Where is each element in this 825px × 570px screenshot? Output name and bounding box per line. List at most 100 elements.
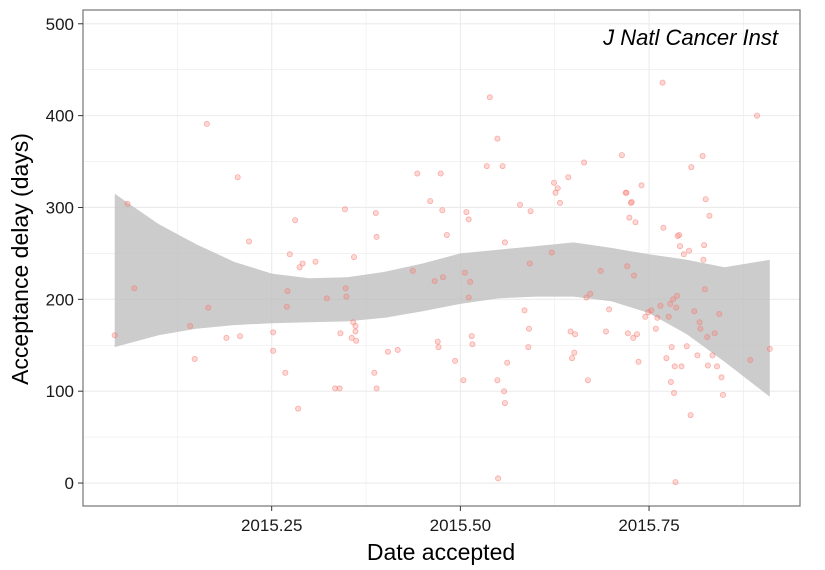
data-point (483, 163, 490, 170)
data-point (624, 263, 631, 270)
data-point (671, 363, 678, 370)
data-point (677, 243, 684, 250)
data-point (680, 251, 687, 258)
data-point (704, 333, 711, 340)
data-point (603, 328, 610, 335)
y-axis-title: Acceptance delay (days) (7, 133, 33, 385)
data-point (667, 378, 674, 385)
data-point (642, 313, 649, 320)
data-point (648, 307, 655, 314)
data-point (286, 251, 293, 258)
data-point (352, 328, 359, 335)
data-point (461, 269, 468, 276)
data-point (373, 233, 380, 240)
x-axis: 2015.25 2015.50 2015.75 (241, 506, 680, 535)
data-point (124, 200, 131, 207)
data-point (270, 329, 277, 336)
data-point (663, 355, 670, 362)
data-point (635, 358, 642, 365)
y-axis: 0 100 200 300 400 500 (46, 15, 83, 493)
data-point (352, 322, 359, 329)
data-point (131, 285, 138, 292)
data-point (205, 304, 212, 311)
data-point (427, 198, 434, 205)
data-point (766, 345, 773, 352)
data-point (187, 322, 194, 329)
data-point (696, 319, 703, 326)
data-point (270, 347, 277, 354)
data-point (527, 208, 534, 215)
data-point (720, 391, 727, 398)
data-point (414, 170, 421, 177)
data-point (283, 303, 290, 310)
x-axis-title: Date accepted (367, 539, 515, 565)
panel-border (82, 9, 801, 507)
data-point (409, 267, 416, 274)
data-point (234, 174, 241, 181)
data-point (223, 334, 230, 341)
data-point (676, 231, 683, 238)
y-tick-label: 500 (46, 15, 74, 34)
data-point (465, 294, 472, 301)
data-point (312, 258, 319, 265)
data-point (203, 120, 210, 127)
data-point (439, 274, 446, 281)
data-point (654, 314, 661, 321)
data-point (581, 159, 588, 166)
data-point (584, 377, 591, 384)
data-point (652, 325, 659, 332)
data-point (551, 179, 558, 186)
data-point (465, 216, 472, 223)
data-point (571, 349, 578, 356)
data-point (683, 343, 690, 350)
data-point (702, 196, 709, 203)
journal-annotation: J Natl Cancer Inst (602, 25, 779, 50)
data-point (667, 300, 674, 307)
data-point (111, 332, 118, 339)
data-point (747, 356, 754, 363)
data-point (332, 385, 339, 392)
data-point (645, 309, 652, 316)
confidence-ribbon (114, 193, 770, 397)
x-tick-label: 2015.75 (618, 516, 679, 535)
data-point (618, 152, 625, 159)
y-tick-label: 100 (46, 382, 74, 401)
data-point (467, 278, 474, 285)
data-point (245, 238, 252, 245)
data-point (463, 209, 470, 216)
data-point (572, 331, 579, 338)
data-point (554, 185, 561, 192)
data-point (671, 389, 678, 396)
data-point (754, 112, 761, 119)
data-point (504, 359, 511, 366)
data-point (517, 201, 524, 208)
data-point (343, 293, 350, 300)
data-point (336, 385, 343, 392)
data-point (706, 212, 713, 219)
data-point (350, 254, 357, 261)
data-point (371, 369, 378, 376)
data-point (688, 164, 695, 171)
data-point (694, 352, 701, 359)
data-point (691, 308, 698, 315)
y-tick-label: 300 (46, 198, 74, 217)
data-point (341, 206, 348, 213)
data-point (452, 357, 459, 364)
data-point (631, 272, 638, 279)
data-point (634, 331, 641, 338)
y-tick-label: 400 (46, 107, 74, 126)
data-point (626, 214, 633, 221)
data-point (665, 313, 672, 320)
data-point (632, 219, 639, 226)
data-point (660, 224, 667, 231)
data-point (628, 198, 635, 205)
data-point (469, 341, 476, 348)
data-point (282, 369, 289, 376)
data-point (711, 330, 718, 337)
data-point (583, 294, 590, 301)
data-point (597, 267, 604, 274)
data-point (191, 355, 198, 362)
data-point (704, 362, 711, 369)
data-point (342, 285, 349, 292)
